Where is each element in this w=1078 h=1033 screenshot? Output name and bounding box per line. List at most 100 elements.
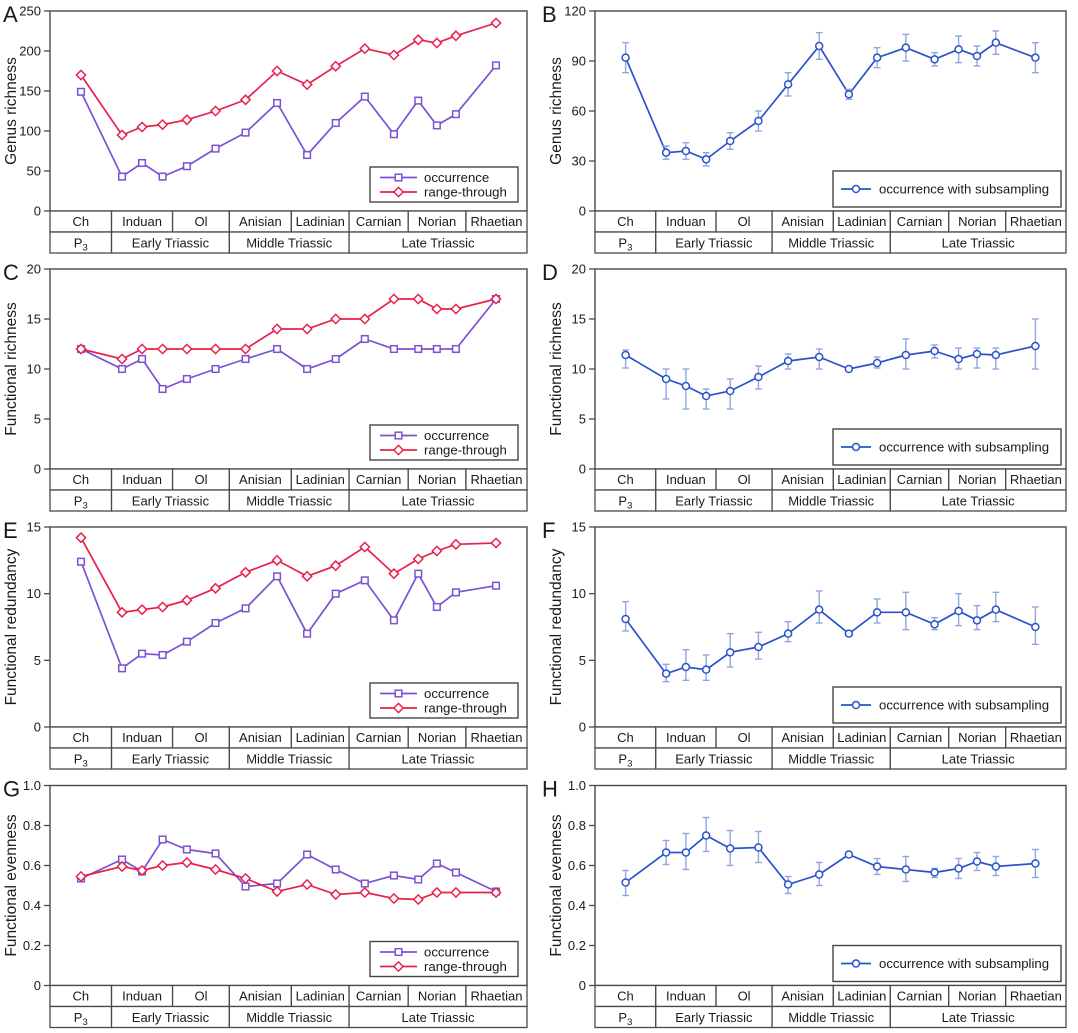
epoch-cell (889, 489, 1067, 512)
y-axis: 0 5 10 15 20 (27, 262, 50, 477)
stage-row: Ch Induan Ol Anisian Ladinian Carnian Norian Rh… (49, 468, 528, 491)
data-point (211, 849, 220, 858)
stage-label: Ladinian (837, 989, 886, 1004)
stage-label: Carnian (356, 989, 402, 1004)
data-point (754, 843, 763, 852)
epoch-label: Late Triassic (942, 236, 1015, 251)
data-point (303, 850, 312, 859)
data-point (182, 637, 191, 646)
data-point (303, 629, 312, 638)
data-point (136, 864, 148, 877)
data-point (451, 868, 460, 877)
data-point (621, 350, 630, 360)
series-diamond (75, 856, 502, 906)
y-tick-label: 0.4 (568, 898, 586, 913)
data-point (783, 880, 793, 889)
data-point (75, 343, 87, 355)
y-tick-label: 15 (27, 520, 41, 535)
data-point (725, 386, 735, 396)
stage-row: Ch Induan Ol Anisian Ladinian Carnian Norian Rh… (594, 210, 1067, 233)
data-point (414, 344, 423, 354)
stage-label: Anisian (239, 214, 282, 229)
y-axis-title: Functional evenness (548, 814, 565, 956)
panel-g-chart: 0 0.2 0.4 0.6 0.8 1.0 Ch Induan Ol Anisian Ladinia… (3, 777, 528, 1029)
y-tick-label: 15 (27, 312, 41, 327)
data-point (239, 872, 252, 885)
data-point (844, 629, 854, 638)
y-tick-label: 0.8 (568, 818, 586, 833)
y-tick-label: 10 (27, 586, 41, 601)
epoch-label: Late Triassic (402, 752, 475, 767)
stage-label: Ol (738, 730, 751, 745)
stage-label: Norian (958, 989, 996, 1004)
y-tick-label: 10 (572, 362, 586, 377)
y-tick-label: 10 (27, 362, 41, 377)
data-point (239, 566, 252, 578)
data-point (239, 343, 252, 355)
data-point (156, 859, 169, 872)
data-point (451, 110, 460, 119)
y-tick-label: 20 (572, 262, 586, 277)
stage-label: Ol (738, 989, 751, 1004)
data-point (783, 356, 793, 366)
epoch-label: Late Triassic (402, 494, 475, 509)
data-point (76, 557, 86, 566)
epoch-label: Late Triassic (942, 494, 1015, 509)
y-tick-label: 5 (34, 412, 41, 427)
data-point (182, 374, 191, 384)
data-point (930, 55, 939, 64)
data-point (954, 606, 963, 616)
data-point (701, 665, 711, 674)
data-point (412, 553, 424, 565)
legend-label: occurrence (424, 170, 489, 185)
epoch-row: P3 Early Triassic Middle Triassic Late Tria… (49, 747, 528, 770)
data-point (954, 864, 963, 873)
data-point (814, 352, 824, 362)
legend-marker (392, 186, 405, 198)
data-point (661, 374, 671, 384)
data-point (209, 105, 222, 117)
data-point (930, 346, 939, 356)
legend-label: occurrence (424, 944, 489, 959)
series-line (80, 298, 497, 391)
epoch-label: Late Triassic (402, 236, 475, 251)
data-point (75, 69, 87, 81)
data-point (181, 594, 193, 606)
data-point (972, 51, 982, 61)
legend: occurrence with subsampling (832, 686, 1062, 724)
data-point (681, 662, 691, 672)
data-point (621, 53, 630, 62)
y-axis: 0 0.2 0.4 0.6 0.8 1.0 (23, 778, 50, 993)
stage-label: Anisian (239, 730, 282, 745)
y-axis-title: Functional redundancy (548, 548, 565, 705)
stage-label: Anisian (781, 989, 824, 1004)
data-point (359, 886, 371, 899)
legend-label: occurrence with subsampling (879, 439, 1049, 454)
data-point (388, 892, 400, 905)
data-point (209, 582, 222, 594)
data-point (490, 17, 502, 29)
legend-label: occurrence (424, 686, 489, 701)
y-tick-label: 5 (579, 653, 586, 668)
legend-box (369, 166, 519, 203)
data-point (972, 616, 982, 625)
data-point (412, 293, 424, 305)
data-point (359, 42, 371, 55)
stage-label: Ch (617, 472, 634, 487)
epoch-cell (348, 747, 528, 770)
data-point (116, 860, 128, 873)
stage-label: Ladinian (296, 730, 345, 745)
panel-c-chart: 0 5 10 15 20 Ch Induan Ol Anisian Ladinian Carnian… (3, 260, 528, 512)
data-point (681, 146, 691, 156)
data-point (754, 372, 763, 382)
y-tick-label: 1.0 (23, 778, 41, 793)
epoch-row: P3 Early Triassic Middle Triassic Late Tria… (594, 1005, 1067, 1029)
data-point (972, 349, 982, 359)
data-point (412, 34, 424, 46)
stage-label: Rhaetian (470, 730, 522, 745)
y-axis-title: Genus richness (3, 57, 20, 165)
data-point (450, 538, 462, 550)
legend-marker (851, 184, 861, 194)
stage-row: Ch Induan Ol Anisian Ladinian Carnian Norian Rh… (594, 984, 1067, 1008)
